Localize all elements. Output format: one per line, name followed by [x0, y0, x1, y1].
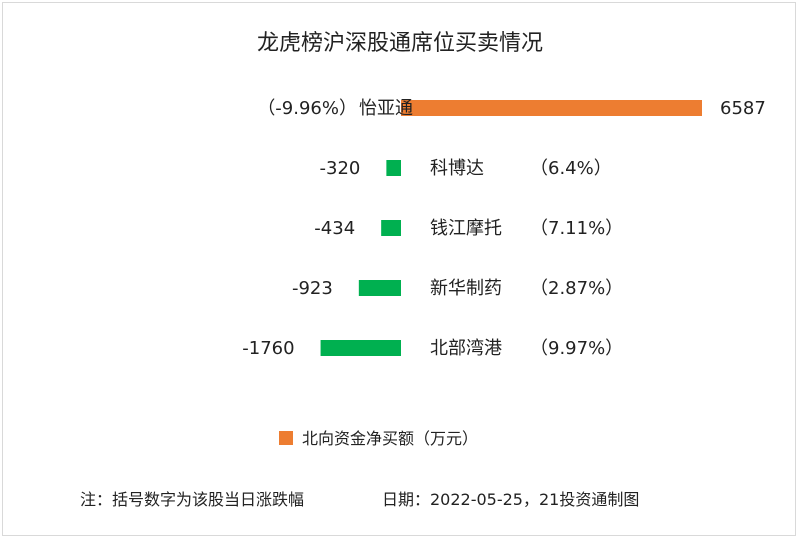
bar	[386, 160, 401, 176]
bar	[401, 100, 702, 116]
bar-change-label: （7.11%）	[530, 218, 623, 239]
bar-value-label: -434	[314, 218, 355, 239]
legend: 北向资金净买额（万元）	[279, 429, 478, 448]
bar-change-label: （-9.96%）	[257, 98, 357, 119]
category-label: 科博达	[430, 158, 484, 179]
bar	[381, 220, 401, 236]
bar	[320, 340, 401, 356]
bars-group: 6587 （-9.96%） 怡亚通 -320 科博达 （6.4%） -434 钱江摩托 （7.1…	[242, 98, 766, 359]
legend-swatch	[279, 431, 293, 445]
bar-change-label: （9.97%）	[530, 338, 623, 359]
bar-value-label: -320	[320, 158, 361, 179]
chart-title: 龙虎榜沪深股通席位买卖情况	[257, 31, 543, 56]
bar-value-label: 6587	[720, 98, 766, 119]
legend-label: 北向资金净买额（万元）	[302, 429, 478, 448]
bar-value-label: -1760	[242, 338, 294, 359]
category-label: 钱江摩托	[430, 218, 502, 239]
category-label: 怡亚通	[359, 98, 413, 119]
bar-change-label: （2.87%）	[530, 278, 623, 299]
category-label: 北部湾港	[430, 338, 502, 359]
bar-change-label: （6.4%）	[530, 158, 612, 179]
category-label: 新华制药	[430, 278, 502, 299]
date-credit: 日期：2022-05-25，21投资通制图	[382, 490, 639, 509]
footnote: 注：括号数字为该股当日涨跌幅	[80, 490, 304, 509]
bar-value-label: -923	[292, 278, 333, 299]
bar	[358, 280, 401, 296]
